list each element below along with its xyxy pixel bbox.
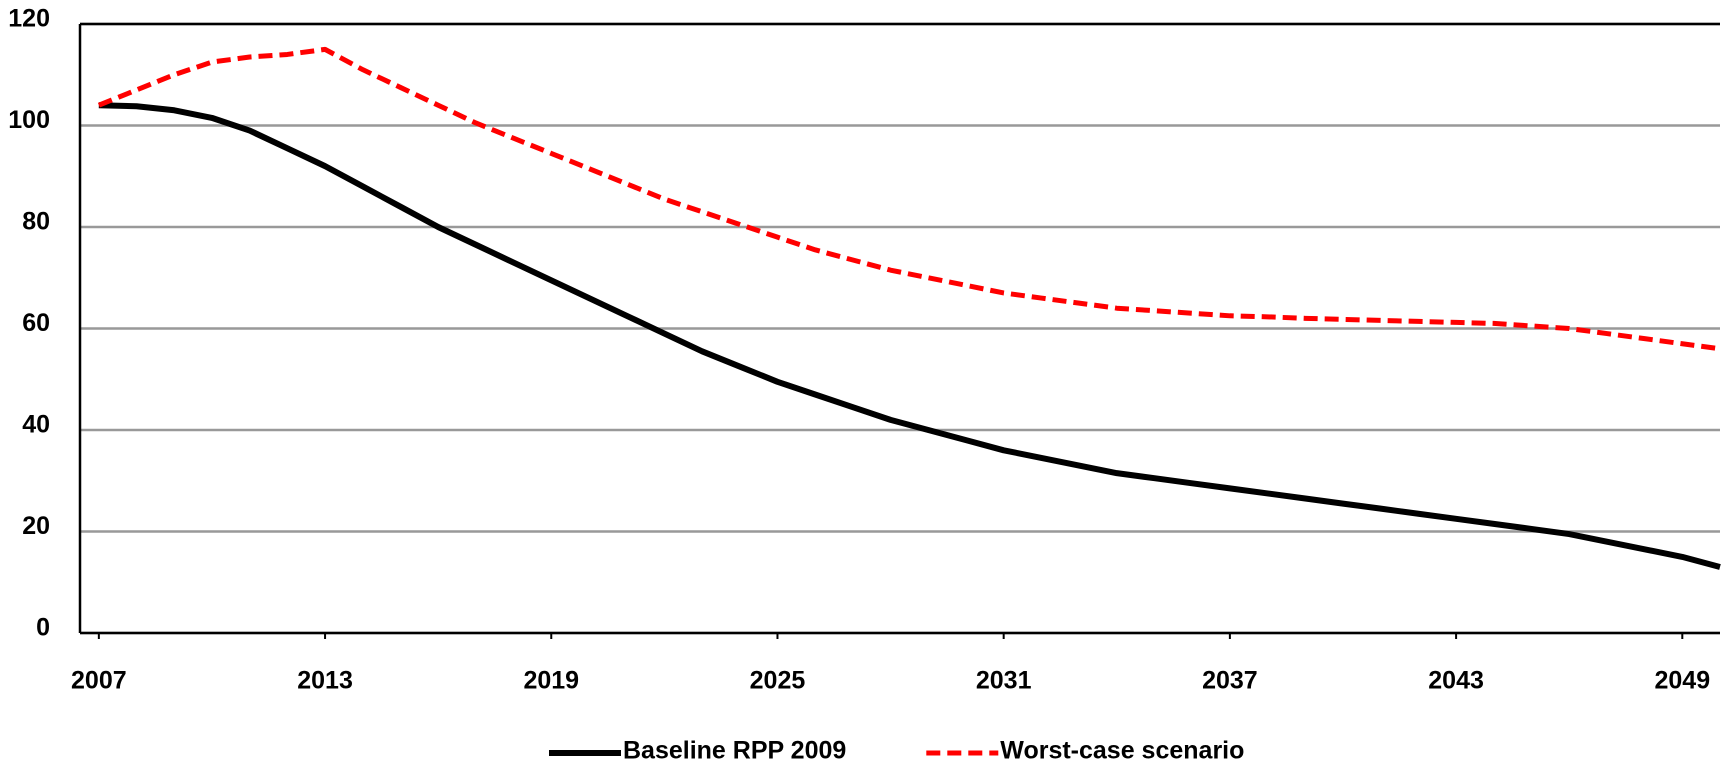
legend-item: Baseline RPP 2009 bbox=[549, 737, 846, 765]
series-line bbox=[98, 102, 1721, 570]
series-line bbox=[97, 46, 1721, 352]
x-tick-label: 2025 bbox=[750, 667, 806, 695]
x-tick-label: 2007 bbox=[71, 667, 127, 695]
x-tick-label: 2049 bbox=[1654, 667, 1710, 695]
legend-label: Worst-case scenario bbox=[1000, 737, 1244, 765]
y-tick-label: 80 bbox=[22, 208, 50, 236]
y-tick-label: 20 bbox=[22, 512, 50, 540]
x-tick-label: 2019 bbox=[523, 667, 579, 695]
y-tick-label: 40 bbox=[22, 411, 50, 439]
legend-label: Baseline RPP 2009 bbox=[623, 737, 846, 765]
x-tick-label: 2043 bbox=[1428, 667, 1484, 695]
legend-item: Worst-case scenario bbox=[926, 737, 1244, 765]
y-tick-label: 0 bbox=[36, 614, 50, 642]
y-tick-label: 120 bbox=[8, 5, 50, 33]
x-tick-label: 2031 bbox=[976, 667, 1032, 695]
x-tick-label: 2013 bbox=[297, 667, 353, 695]
x-tick-label: 2037 bbox=[1202, 667, 1258, 695]
y-tick-label: 60 bbox=[22, 309, 50, 337]
y-tick-label: 100 bbox=[8, 106, 50, 134]
